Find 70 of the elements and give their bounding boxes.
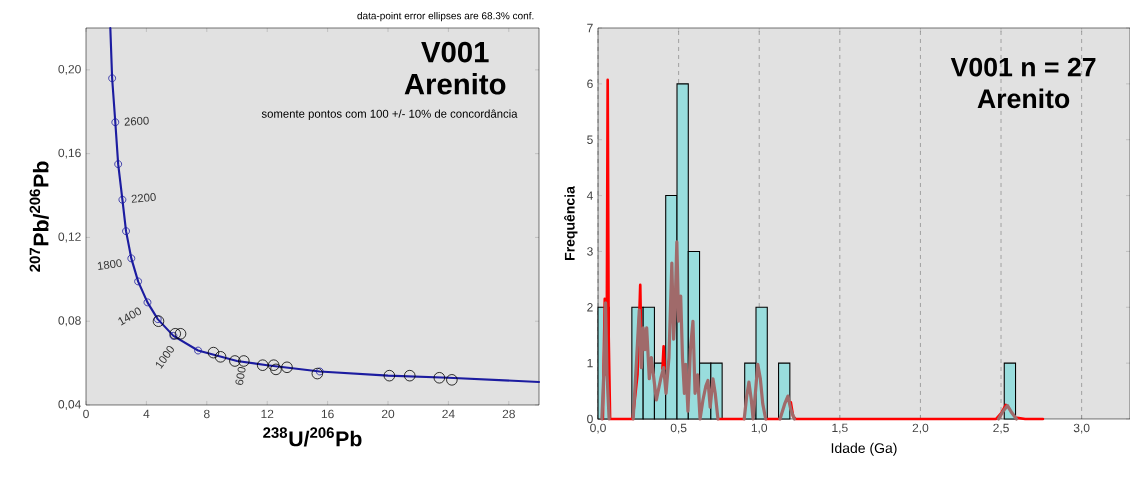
y-tick-label: 3 — [587, 247, 593, 256]
x-tick-label: 12 — [261, 409, 274, 419]
point — [383, 369, 396, 382]
x-tick-label: 0 — [83, 409, 89, 419]
y-tick-label: 0,08 — [58, 316, 81, 327]
point — [433, 372, 446, 384]
x-tick-label: 24 — [442, 409, 455, 419]
annotation: 1400 — [118, 307, 142, 326]
point — [118, 195, 127, 204]
x-tick-label: 0,5 — [670, 423, 687, 434]
x-axis-title: $^{238}$U/$^{206}$Pb — [263, 427, 362, 447]
annotation: 1800 — [97, 259, 122, 270]
point — [169, 332, 178, 340]
x-tick-label: 2,0 — [912, 423, 929, 434]
y-tick-label: 6 — [587, 79, 593, 89]
point — [311, 367, 324, 380]
point — [114, 160, 123, 168]
x-tick-label: 0,0 — [590, 423, 606, 434]
point — [174, 328, 187, 340]
y-tick-label: 0,12 — [58, 232, 81, 243]
text: V001 n = 27 — [950, 57, 1096, 77]
point — [127, 254, 136, 263]
y-tick-label: 0,16 — [58, 148, 81, 159]
point — [404, 369, 416, 382]
annotation: 2200 — [131, 193, 156, 203]
x-tick-label: 8 — [204, 409, 210, 419]
point — [256, 359, 269, 371]
y-axis-title: $^{207}$Pb/$^{206}$Pb — [29, 161, 49, 272]
y-tick-label: 4 — [586, 191, 593, 200]
point — [281, 361, 293, 374]
y-tick-label: 0,04 — [58, 400, 81, 410]
point — [194, 346, 202, 355]
annotation: 600 — [235, 366, 246, 385]
y-tick-label: 7 — [587, 23, 593, 33]
annotation: somente pontos com 100 +/- 10% de concordância — [261, 109, 518, 120]
y-axis-title: Frequência — [564, 186, 578, 260]
x-tick-label: 16 — [321, 409, 334, 419]
y-tick-label: 1 — [587, 359, 593, 368]
point — [152, 315, 165, 327]
x-tick-label: 28 — [502, 409, 515, 419]
x-tick-label: 4 — [143, 409, 150, 418]
point — [143, 298, 152, 307]
x-tick-label: 1,0 — [751, 423, 768, 434]
x-axis-title: Idade (Ga) — [831, 442, 897, 456]
point — [229, 355, 241, 367]
x-tick-label: 20 — [381, 409, 395, 419]
point — [108, 74, 116, 83]
point — [315, 367, 324, 376]
point — [446, 374, 458, 386]
point — [134, 277, 142, 286]
y-tick-label: 0,20 — [58, 64, 81, 75]
x-tick-label: 3,0 — [1073, 423, 1090, 434]
point — [122, 227, 130, 236]
y-tick-label: 5 — [587, 135, 593, 144]
point — [169, 328, 181, 340]
text: data-point error ellipses are 68.3% conf. — [357, 11, 534, 22]
text: Arenito — [404, 73, 506, 95]
point — [238, 355, 250, 367]
chart-title: V001 — [421, 41, 489, 63]
x-tick-label: 1,5 — [832, 423, 848, 434]
text: Arenito — [977, 88, 1070, 109]
x-tick-label: 2,5 — [993, 423, 1009, 434]
point — [267, 359, 280, 371]
point — [207, 346, 220, 359]
point — [153, 315, 162, 323]
point — [214, 351, 227, 363]
y-tick-label: 2 — [587, 303, 593, 312]
point — [111, 118, 120, 127]
annotation: 2600 — [124, 116, 149, 126]
point — [270, 363, 282, 376]
